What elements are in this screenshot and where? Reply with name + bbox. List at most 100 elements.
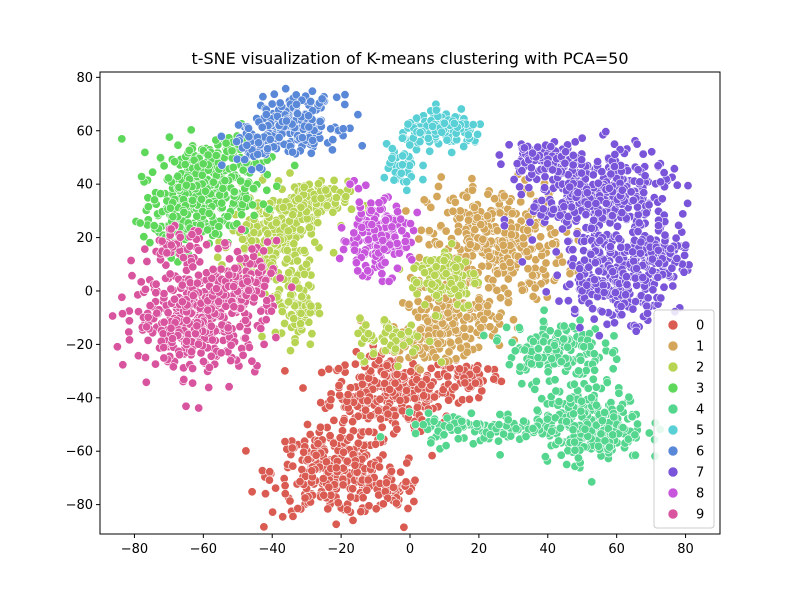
data-point-cluster-7 bbox=[653, 221, 663, 231]
data-point-cluster-3 bbox=[181, 180, 191, 190]
data-point-cluster-3 bbox=[184, 145, 194, 155]
data-point-cluster-7 bbox=[633, 210, 643, 220]
data-point-cluster-1 bbox=[463, 215, 473, 225]
data-point-cluster-7 bbox=[681, 240, 691, 250]
data-point-cluster-7 bbox=[674, 220, 684, 230]
data-point-cluster-4 bbox=[533, 344, 543, 354]
data-point-cluster-2 bbox=[313, 208, 323, 218]
data-point-cluster-0 bbox=[338, 480, 348, 490]
data-point-cluster-4 bbox=[453, 434, 463, 444]
data-point-cluster-4 bbox=[574, 366, 584, 376]
data-point-cluster-2 bbox=[379, 336, 389, 346]
data-point-cluster-3 bbox=[164, 132, 174, 142]
data-point-cluster-1 bbox=[505, 257, 515, 267]
data-point-cluster-7 bbox=[630, 273, 640, 283]
data-point-cluster-4 bbox=[494, 420, 504, 430]
data-point-cluster-1 bbox=[462, 312, 472, 322]
data-point-cluster-1 bbox=[527, 270, 537, 280]
data-point-cluster-9 bbox=[224, 382, 234, 392]
data-point-cluster-5 bbox=[397, 160, 407, 170]
data-point-cluster-9 bbox=[235, 254, 245, 264]
data-point-cluster-4 bbox=[540, 452, 550, 462]
data-point-cluster-7 bbox=[579, 236, 589, 246]
data-point-cluster-9 bbox=[230, 263, 240, 273]
data-point-cluster-9 bbox=[159, 317, 169, 327]
data-point-cluster-7 bbox=[666, 244, 676, 254]
legend-label-9: 9 bbox=[696, 508, 704, 523]
data-point-cluster-1 bbox=[441, 226, 451, 236]
data-point-cluster-5 bbox=[456, 104, 466, 114]
data-point-cluster-7 bbox=[577, 133, 587, 143]
data-point-cluster-9 bbox=[152, 308, 162, 318]
data-point-cluster-1 bbox=[416, 225, 426, 235]
data-point-cluster-9 bbox=[166, 224, 176, 234]
data-point-cluster-9 bbox=[127, 271, 137, 281]
data-point-cluster-5 bbox=[387, 153, 397, 163]
data-point-cluster-9 bbox=[194, 339, 204, 349]
data-point-cluster-4 bbox=[556, 357, 566, 367]
data-point-cluster-0 bbox=[342, 456, 352, 466]
data-point-cluster-9 bbox=[151, 288, 161, 298]
data-point-cluster-7 bbox=[680, 250, 690, 260]
data-point-cluster-1 bbox=[503, 288, 513, 298]
data-point-cluster-7 bbox=[588, 304, 598, 314]
data-point-cluster-0 bbox=[298, 383, 308, 393]
data-point-cluster-4 bbox=[528, 423, 538, 433]
data-point-cluster-2 bbox=[292, 256, 302, 266]
data-point-cluster-9 bbox=[188, 291, 198, 301]
data-point-cluster-6 bbox=[244, 123, 254, 133]
data-point-cluster-3 bbox=[149, 221, 159, 231]
data-point-cluster-0 bbox=[472, 365, 482, 375]
data-point-cluster-5 bbox=[389, 175, 399, 185]
data-point-cluster-0 bbox=[402, 458, 412, 468]
data-point-cluster-7 bbox=[567, 202, 577, 212]
data-point-cluster-6 bbox=[287, 147, 297, 157]
data-point-cluster-3 bbox=[203, 150, 213, 160]
data-point-cluster-3 bbox=[156, 189, 166, 199]
data-point-cluster-7 bbox=[516, 190, 526, 200]
data-point-cluster-0 bbox=[264, 475, 274, 485]
data-point-cluster-6 bbox=[234, 120, 244, 130]
data-point-cluster-2 bbox=[431, 311, 441, 321]
data-point-cluster-5 bbox=[402, 177, 412, 187]
data-point-cluster-7 bbox=[647, 254, 657, 264]
data-point-cluster-0 bbox=[342, 505, 352, 515]
data-point-cluster-7 bbox=[653, 161, 663, 171]
data-point-cluster-0 bbox=[365, 411, 375, 421]
data-point-cluster-7 bbox=[504, 140, 514, 150]
data-point-cluster-9 bbox=[157, 236, 167, 246]
data-point-cluster-2 bbox=[379, 315, 389, 325]
data-point-cluster-0 bbox=[329, 415, 339, 425]
data-point-cluster-6 bbox=[297, 133, 307, 143]
data-point-cluster-8 bbox=[363, 235, 373, 245]
legend-marker-3 bbox=[667, 382, 679, 394]
data-point-cluster-3 bbox=[272, 181, 282, 191]
data-point-cluster-4 bbox=[597, 416, 607, 426]
data-point-cluster-7 bbox=[660, 230, 670, 240]
data-point-cluster-9 bbox=[271, 332, 281, 342]
data-point-cluster-1 bbox=[436, 172, 446, 182]
data-point-cluster-4 bbox=[543, 344, 553, 354]
data-point-cluster-1 bbox=[465, 240, 475, 250]
data-point-cluster-1 bbox=[485, 322, 495, 332]
data-point-cluster-7 bbox=[575, 264, 585, 274]
data-point-cluster-0 bbox=[331, 519, 341, 529]
data-point-cluster-4 bbox=[587, 477, 597, 487]
x-tick-label: −20 bbox=[327, 542, 354, 557]
legend-label-1: 1 bbox=[696, 340, 704, 355]
data-point-cluster-2 bbox=[294, 283, 304, 293]
data-point-cluster-6 bbox=[291, 99, 301, 109]
data-point-cluster-2 bbox=[296, 308, 306, 318]
data-point-cluster-2 bbox=[441, 269, 451, 279]
data-point-cluster-7 bbox=[632, 139, 642, 149]
data-point-cluster-4 bbox=[410, 420, 420, 430]
data-point-cluster-7 bbox=[517, 257, 527, 267]
data-point-cluster-4 bbox=[583, 383, 593, 393]
data-point-cluster-3 bbox=[248, 184, 258, 194]
data-point-cluster-7 bbox=[546, 142, 556, 152]
data-point-cluster-7 bbox=[609, 162, 619, 172]
data-point-cluster-0 bbox=[362, 485, 372, 495]
data-point-cluster-0 bbox=[489, 374, 499, 384]
data-point-cluster-5 bbox=[379, 173, 389, 183]
data-point-cluster-9 bbox=[240, 315, 250, 325]
